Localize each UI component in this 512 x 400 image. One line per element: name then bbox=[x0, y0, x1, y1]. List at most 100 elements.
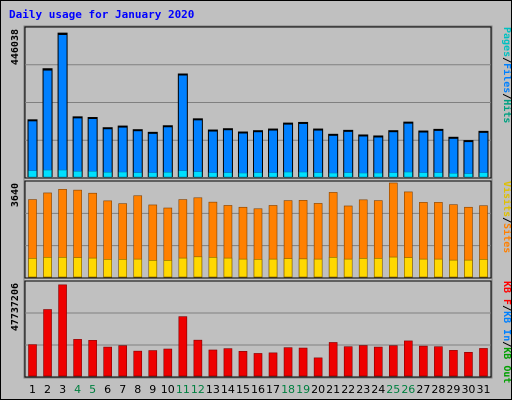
x-tick-label: 4 bbox=[74, 383, 81, 396]
bar-files bbox=[163, 127, 172, 177]
bar-visits bbox=[58, 257, 67, 278]
bar-pages bbox=[464, 173, 473, 178]
x-tick-label: 30 bbox=[461, 383, 475, 396]
bar-pages bbox=[358, 172, 368, 178]
bar-kbytes bbox=[298, 347, 308, 377]
bar-pages bbox=[133, 172, 142, 178]
bar-kbytes bbox=[253, 353, 263, 377]
bar-visits bbox=[283, 258, 293, 278]
bar-kbytes bbox=[313, 357, 323, 377]
bar-pages bbox=[328, 172, 338, 178]
x-tick-label: 3 bbox=[59, 383, 66, 396]
legend: Pages/Files/Hits bbox=[501, 27, 511, 123]
legend-entry: KB Out bbox=[501, 347, 511, 383]
bar-files bbox=[28, 121, 37, 177]
bar-pages bbox=[223, 172, 233, 178]
x-tick-label: 12 bbox=[191, 383, 205, 396]
bar-pages bbox=[479, 172, 488, 178]
bar-visits bbox=[434, 258, 443, 278]
legend: Visits/Sites bbox=[501, 181, 511, 253]
scale-label: 47737206 bbox=[10, 283, 21, 331]
bar-files bbox=[178, 75, 187, 177]
bar-files bbox=[88, 119, 97, 177]
bar-files bbox=[58, 34, 67, 177]
bar-files bbox=[404, 123, 413, 177]
bar-pages bbox=[178, 170, 188, 178]
legend-entry: Pages bbox=[501, 27, 511, 57]
x-tick-label: 21 bbox=[326, 383, 340, 396]
x-tick-label: 20 bbox=[311, 383, 325, 396]
legend-entry: Hits bbox=[501, 99, 511, 123]
bar-kbytes bbox=[73, 339, 82, 377]
bar-files bbox=[329, 135, 338, 177]
legend-entry: / bbox=[501, 57, 511, 63]
bar-kbytes bbox=[449, 350, 458, 377]
bar-files bbox=[374, 137, 383, 177]
bar-files bbox=[118, 127, 127, 177]
bar-kbytes bbox=[178, 316, 188, 377]
scale-label: 3640 bbox=[10, 183, 21, 207]
legend: KB F/KB In/KB Out bbox=[501, 281, 511, 383]
bar-visits bbox=[208, 257, 218, 278]
bar-visits bbox=[28, 258, 37, 278]
x-tick-label: 7 bbox=[119, 383, 126, 396]
bar-kbytes bbox=[208, 349, 218, 377]
bar-visits bbox=[419, 258, 428, 278]
x-tick-label: 10 bbox=[161, 383, 175, 396]
x-tick-label: 9 bbox=[149, 383, 156, 396]
bar-files bbox=[238, 133, 247, 177]
bar-visits bbox=[298, 258, 308, 278]
bar-pages bbox=[58, 169, 67, 178]
bar-pages bbox=[238, 172, 248, 178]
legend-entry: / bbox=[501, 341, 511, 347]
plot-outline bbox=[23, 25, 493, 379]
bar-files bbox=[344, 131, 353, 177]
legend-entry: / bbox=[501, 305, 511, 311]
x-tick-label: 22 bbox=[341, 383, 355, 396]
bar-files bbox=[359, 136, 368, 177]
bar-kbytes bbox=[163, 348, 173, 377]
legend-entry: Files bbox=[501, 63, 511, 93]
bar-kbytes bbox=[419, 345, 428, 377]
legend-entry: KB F bbox=[501, 281, 511, 305]
bar-files bbox=[103, 129, 112, 177]
bar-kbytes bbox=[103, 346, 112, 377]
bar-files bbox=[223, 130, 232, 177]
bar-kbytes bbox=[238, 351, 248, 377]
legend-entry: Sites bbox=[501, 223, 511, 253]
bar-visits bbox=[268, 258, 278, 278]
bar-visits bbox=[253, 259, 263, 278]
bar-kbytes bbox=[464, 351, 473, 377]
bar-visits bbox=[73, 257, 82, 278]
bar-visits bbox=[449, 259, 458, 278]
bar-kbytes bbox=[358, 345, 368, 377]
bar-files bbox=[389, 132, 398, 177]
bar-visits bbox=[88, 257, 97, 278]
bar-pages bbox=[268, 172, 278, 178]
bar-pages bbox=[103, 172, 112, 178]
bar-pages bbox=[374, 172, 383, 178]
bar-files bbox=[479, 132, 488, 177]
bar-visits bbox=[373, 258, 383, 278]
bar-pages bbox=[73, 171, 82, 178]
bar-kbytes bbox=[283, 347, 293, 377]
x-tick-label: 18 bbox=[281, 383, 295, 396]
bar-visits bbox=[479, 259, 488, 278]
bar-visits bbox=[178, 257, 188, 278]
bar-pages bbox=[343, 172, 353, 178]
bar-kbytes bbox=[28, 344, 37, 377]
bar-kbytes bbox=[118, 345, 128, 377]
chart-title: Daily usage for January 2020 bbox=[9, 8, 195, 21]
bar-files bbox=[43, 70, 52, 177]
x-tick-label: 28 bbox=[431, 383, 445, 396]
x-tick-label: 23 bbox=[356, 383, 370, 396]
bar-pages bbox=[298, 171, 308, 178]
x-tick-label: 17 bbox=[266, 383, 280, 396]
bar-pages bbox=[449, 173, 458, 178]
x-tick-label: 14 bbox=[221, 383, 235, 396]
bar-pages bbox=[389, 172, 398, 178]
bar-kbytes bbox=[193, 339, 203, 377]
x-tick-label: 5 bbox=[89, 383, 96, 396]
